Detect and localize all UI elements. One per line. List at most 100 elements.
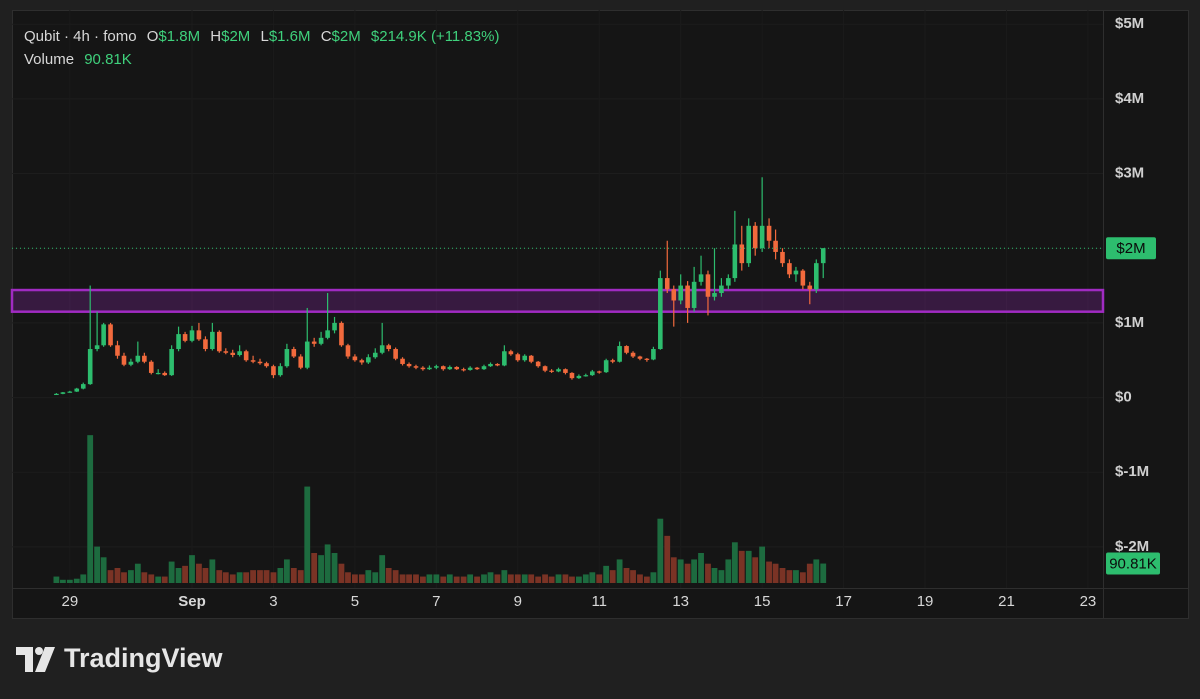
volume-bar [189,555,195,583]
candle-body [155,372,161,375]
candle-body [250,360,256,362]
candle-body [440,366,446,370]
candle-body [121,355,127,365]
volume-bar [596,574,603,583]
volume-bar [73,578,80,583]
volume-bar [202,568,209,583]
open-label: O [147,28,159,45]
candle-body [427,367,432,370]
volume-bar [474,576,480,583]
candle-body [698,274,704,282]
candle-body [814,263,819,290]
candle-body [142,355,147,362]
volume-bar [691,559,698,583]
candle-body [678,285,683,301]
price-badge [1106,237,1156,260]
close-value: $2M [332,28,361,45]
candle-body [712,293,717,297]
candle-body [386,345,391,350]
volume-bar [664,535,671,583]
legend-line: Qubit · 4h · fomo O$1.8M H$2M L$1.6M C$2… [24,28,499,45]
volume-bar [80,574,87,583]
candle-body [196,330,202,340]
logo-slash [35,647,55,672]
grid [12,10,1103,588]
candle-body [372,352,378,358]
low-value: $1.6M [269,28,311,45]
brand: TradingView [64,643,224,673]
candle-body [603,360,609,373]
volume-bar [324,544,331,583]
candle-body [467,367,473,370]
candle-body [223,351,229,353]
candle-body [345,345,351,357]
candle-body [318,337,324,344]
volume-bar [114,568,121,583]
candle-body [739,244,745,264]
candle-body [502,351,507,366]
candle-body [264,363,269,367]
volume-bar [283,559,290,583]
volume-bar [528,574,535,583]
volume-bar [182,565,188,583]
volume-bar [521,574,528,583]
volume-bar [263,570,270,583]
volume-bar [222,572,229,583]
volume-bar [772,563,779,583]
candle-body [474,367,480,370]
volume-bar [413,574,419,583]
x-tick-label: 23 [1080,593,1097,610]
volume-bar [209,559,216,583]
candle-body [590,371,595,376]
candle-body [820,248,826,264]
candle-body [617,346,622,362]
candle-body [644,358,650,360]
candle-body [671,289,677,301]
y-tick-label: $1M [1115,314,1144,331]
plot [10,177,1105,583]
candle-body [542,366,548,371]
x-tick-label: 29 [61,593,78,610]
volume-bar [229,574,236,583]
volume-bar [60,579,66,583]
volume-bar [87,435,94,583]
candle-body [454,366,460,370]
candle-body [447,366,453,370]
y-tick-label: $3M [1115,165,1144,182]
y-tick-label: $-1M [1115,463,1149,480]
close-label: C [321,28,332,45]
candle-body [434,366,439,368]
volume-bar [759,546,766,583]
volume-bar [684,563,691,583]
candle-body [359,360,365,363]
volume-bar [582,574,589,583]
volume-bar [562,574,569,583]
candle-body [284,349,290,367]
candle-body [291,349,297,357]
candle-body [325,330,330,338]
high-value: $2M [221,28,250,45]
volume-bar [548,576,555,583]
change-value: $214.9K (+11.83%) [371,28,500,45]
zone [10,288,1105,313]
volume-bar [731,542,738,583]
volume-bar [677,559,684,583]
candle-body [624,346,629,353]
volume-bar [134,563,141,583]
volume-bar [433,574,440,583]
y-tick-label: $0 [1115,389,1132,406]
candle-body [807,285,813,290]
volume-bar [799,572,806,583]
volume-label: Volume [24,51,74,68]
volume-bar [406,574,412,583]
volume-bar [365,570,372,583]
volume-bar [351,574,358,583]
candle-body [366,357,371,363]
volume-bar [460,576,467,583]
candle-body [278,366,283,376]
candle-body [400,358,405,364]
candle-body [176,334,181,350]
volume-bar [494,574,501,583]
candle-body [169,349,174,376]
